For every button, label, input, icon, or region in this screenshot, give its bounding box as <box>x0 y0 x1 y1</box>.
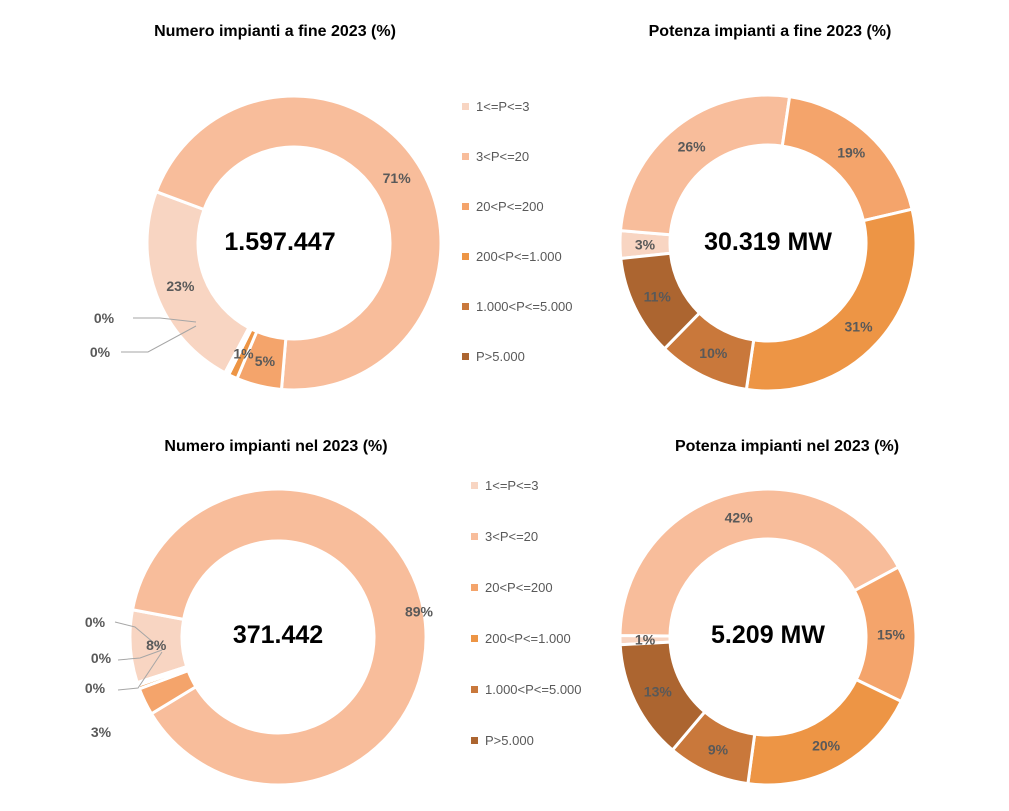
donut-3-leader-4 <box>114 621 161 649</box>
legend-1-entry-3: 20<P<=200 <box>476 199 544 214</box>
legend-1-swatch-5 <box>462 303 469 310</box>
donut-1-leader-5 <box>133 317 197 323</box>
donut-2-label-1: 3% <box>635 236 656 252</box>
legends: 1<=P<=3 3<P<=20 20<P<=200 200<P<=1.000 1.000… <box>462 99 582 748</box>
donut-2-slice-2 <box>618 93 792 237</box>
data-labels: 23%71%5%1%0%0%3%26% 19%31%10%11%8%89%3%0%… <box>85 139 906 758</box>
legend-1-swatch-3 <box>462 203 469 210</box>
chart-title-4: Potenza impianti nel 2023 (%) <box>675 438 899 455</box>
legend-2-entry-4: 200<P<=1.000 <box>485 631 571 646</box>
donut-3-label-1: 8% <box>146 637 167 653</box>
legend-1-entry-2: 3<P<=20 <box>476 149 529 164</box>
legend-2-entry-2: 3<P<=20 <box>485 529 538 544</box>
legend-2-swatch-2 <box>471 533 478 540</box>
donut-3-label-2: 89% <box>405 603 434 619</box>
donut-4-label-3: 15% <box>877 626 906 642</box>
legend-2-swatch-5 <box>471 686 478 693</box>
donut-2-slice-6 <box>619 251 702 351</box>
legend-1-entry-5: 1.000<P<=5.000 <box>476 299 573 314</box>
legend-2-entry-6: P>5.000 <box>485 733 534 748</box>
legend-2-entry-3: 20<P<=200 <box>485 580 553 595</box>
donut-1-label-5: 0% <box>94 310 115 326</box>
donut-1-slice-2 <box>154 94 443 392</box>
donut-3-label-4: 0% <box>85 614 106 630</box>
legend-1-entry-1: 1<=P<=3 <box>476 99 530 114</box>
legend-2-swatch-3 <box>471 584 478 591</box>
legend-2-swatch-1 <box>471 482 478 489</box>
center-label-1: 1.597.447 <box>224 228 335 256</box>
legend-2-swatch-4 <box>471 635 478 642</box>
donut-1-label-6: 0% <box>90 344 111 360</box>
donut-3-leader-5 <box>117 649 163 661</box>
donut-1-label-2: 71% <box>383 170 412 186</box>
donut-2-label-6: 11% <box>644 289 672 305</box>
center-label-3: 371.442 <box>233 621 323 649</box>
legend-1-entry-6: P>5.000 <box>476 349 525 364</box>
center-label-2: 30.319 MW <box>704 228 832 256</box>
donut-2-label-4: 31% <box>845 318 874 334</box>
donut-1-label-1: 23% <box>166 278 195 294</box>
donut-3-slice-2 <box>130 487 428 787</box>
donut-1-leader-6 <box>121 325 197 353</box>
donut-1-label-4: 1% <box>233 345 254 361</box>
donut-3-label-6: 0% <box>85 680 106 696</box>
donut-3-label-3: 3% <box>91 724 112 740</box>
donut-4-slice-6 <box>618 640 707 753</box>
legend-1-swatch-4 <box>462 253 469 260</box>
donut-4-label-6: 13% <box>644 684 673 700</box>
donut-1-label-3: 5% <box>255 353 276 369</box>
donut-4-label-1: 1% <box>635 632 656 648</box>
donut-4-label-5: 9% <box>708 741 729 757</box>
leader-lines <box>114 317 197 691</box>
donut-4-label-2: 42% <box>725 510 754 526</box>
donut-2-slice-4 <box>744 207 918 393</box>
legend-1-swatch-6 <box>462 353 469 360</box>
chart-title-2: Potenza impianti a fine 2023 (%) <box>649 23 892 40</box>
chart-title-3: Numero impianti nel 2023 (%) <box>164 438 387 455</box>
donut-4-label-4: 20% <box>812 737 841 753</box>
donut-2-label-2: 26% <box>678 139 707 155</box>
legend-1-entry-4: 200<P<=1.000 <box>476 249 562 264</box>
legend-2-swatch-6 <box>471 737 478 744</box>
donut-1-slice-6 <box>222 325 252 376</box>
legend-2-entry-5: 1.000<P<=5.000 <box>485 682 582 697</box>
donut-4-slice-4 <box>746 677 904 787</box>
donut-4-slice-2 <box>618 487 901 638</box>
donut-slices <box>128 93 918 787</box>
chart-title-1: Numero impianti a fine 2023 (%) <box>154 23 396 40</box>
donut-3-label-5: 0% <box>91 650 112 666</box>
center-label-4: 5.209 MW <box>711 621 825 649</box>
legend-2-entry-1: 1<=P<=3 <box>485 478 539 493</box>
donut-3-slice-6 <box>135 664 189 686</box>
legend-1-swatch-1 <box>462 103 469 110</box>
donut-2-label-5: 10% <box>699 345 728 361</box>
donut-3-leader-6 <box>117 651 163 691</box>
donut-2-label-3: 19% <box>837 144 866 160</box>
legend-1-swatch-2 <box>462 153 469 160</box>
